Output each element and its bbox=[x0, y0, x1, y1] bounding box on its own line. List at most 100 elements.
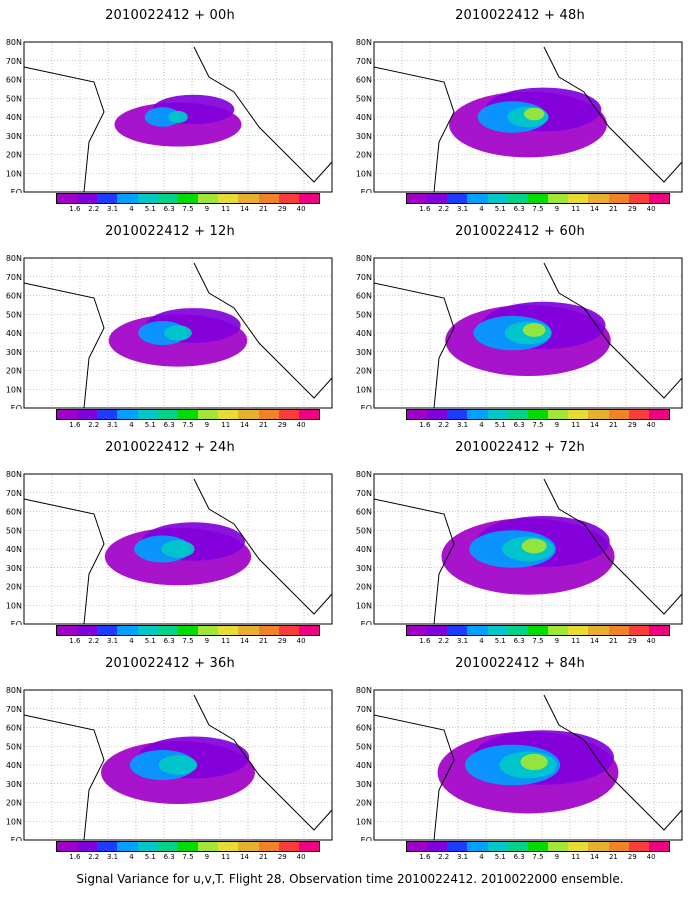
latitude-label: 60N bbox=[6, 292, 22, 301]
variance-map: EQ10N20N30N40N50N60N70N80N80E100E120E140… bbox=[6, 470, 333, 625]
legend-swatch bbox=[97, 626, 118, 635]
map-frame bbox=[23, 473, 333, 625]
legend-swatch bbox=[117, 410, 138, 419]
legend-label: 7.5 bbox=[182, 205, 194, 213]
legend-swatch bbox=[568, 194, 589, 203]
legend-colorbar bbox=[56, 841, 320, 852]
legend-swatch bbox=[157, 842, 178, 851]
latitude-label: EQ bbox=[361, 836, 372, 841]
legend-swatch bbox=[258, 194, 279, 203]
legend-label: 6.3 bbox=[163, 853, 175, 861]
legend-swatch bbox=[278, 194, 299, 203]
legend-swatch bbox=[628, 410, 649, 419]
legend-label: 2.2 bbox=[88, 421, 100, 429]
legend-label: 40 bbox=[646, 421, 656, 429]
legend-swatch bbox=[608, 626, 629, 635]
legend-colorbar bbox=[56, 625, 320, 636]
legend-label: 29 bbox=[627, 205, 637, 213]
legend-label: 9 bbox=[204, 205, 210, 213]
legend-label: 3.1 bbox=[106, 205, 119, 213]
legend-label: 4 bbox=[479, 637, 484, 645]
legend-label: 11 bbox=[571, 205, 581, 213]
legend-label: 7.5 bbox=[532, 205, 544, 213]
legend-swatch bbox=[467, 194, 488, 203]
legend-label: 1.6 bbox=[69, 637, 81, 645]
legend-label: 21 bbox=[608, 205, 618, 213]
legend-label: 5.1 bbox=[144, 421, 156, 429]
legend-swatch bbox=[117, 194, 138, 203]
latitude-label: 40N bbox=[6, 113, 22, 122]
legend-label: 11 bbox=[221, 853, 231, 861]
legend-swatch bbox=[487, 194, 508, 203]
variance-contour bbox=[164, 325, 192, 341]
north-america-coastline bbox=[543, 478, 683, 615]
latitude-label: 30N bbox=[356, 564, 372, 573]
latitude-label: 20N bbox=[356, 583, 372, 592]
legend-label: 21 bbox=[608, 637, 618, 645]
legend-label: 4 bbox=[129, 205, 134, 213]
legend-swatch bbox=[157, 626, 178, 635]
legend-swatch bbox=[238, 626, 259, 635]
legend-label: 29 bbox=[277, 205, 287, 213]
legend-swatch bbox=[77, 410, 98, 419]
legend-swatch bbox=[568, 842, 589, 851]
legend-label: 6.3 bbox=[513, 205, 525, 213]
legend-swatch bbox=[218, 194, 239, 203]
latitude-label: 30N bbox=[356, 780, 372, 789]
latitude-label: 70N bbox=[6, 273, 22, 282]
map-panel-3: 2010022412 + 60h EQ 10N 20N 30N 40N 50N 60N 70N 8… bbox=[350, 216, 690, 431]
legend-label: 3.1 bbox=[456, 853, 469, 861]
latitude-label: 10N bbox=[6, 601, 22, 610]
legend-swatch bbox=[427, 626, 448, 635]
legend-swatch bbox=[278, 410, 299, 419]
legend-swatch bbox=[157, 194, 178, 203]
latitude-label: 30N bbox=[6, 132, 22, 141]
legend-label: 1.6 bbox=[419, 421, 431, 429]
legend-label: 11 bbox=[571, 853, 581, 861]
map-panel-5: 2010022412 + 72h EQ 10N 20N 30N 40N 50N 60N 70N 8… bbox=[350, 432, 690, 647]
legend-label: 11 bbox=[571, 637, 581, 645]
latitude-label: 40N bbox=[6, 761, 22, 770]
legend-swatch bbox=[487, 626, 508, 635]
legend-label: 3.1 bbox=[106, 637, 119, 645]
latitude-label: 80N bbox=[356, 38, 372, 47]
latitude-label: EQ bbox=[361, 188, 372, 193]
legend-swatch bbox=[548, 626, 569, 635]
legend-label: 7.5 bbox=[182, 853, 194, 861]
panel-title: 2010022412 + 72h bbox=[455, 440, 585, 455]
panel-title: 2010022412 + 84h bbox=[455, 656, 585, 671]
latitude-label: 50N bbox=[6, 94, 22, 103]
map-panel-1: 2010022412 + 48h EQ 10N 20N 30N 40N 50N 60N 70N 8… bbox=[350, 0, 690, 215]
color-legend: 1.6 2.2 3.1 4 5.1 6.3 7.5 9 11 14 21 29 40 bbox=[406, 193, 670, 215]
legend-label: 14 bbox=[240, 637, 250, 645]
legend-label: 6.3 bbox=[163, 637, 175, 645]
latitude-label: EQ bbox=[11, 836, 22, 841]
legend-swatch bbox=[608, 842, 629, 851]
legend-swatch bbox=[278, 626, 299, 635]
latitude-label: 70N bbox=[356, 705, 372, 714]
latitude-label: 30N bbox=[356, 132, 372, 141]
color-legend: 1.6 2.2 3.1 4 5.1 6.3 7.5 9 11 14 21 29 40 bbox=[56, 841, 320, 863]
legend-swatch bbox=[648, 842, 670, 851]
latitude-label: 60N bbox=[6, 76, 22, 85]
legend-label: 40 bbox=[296, 205, 306, 213]
legend-label: 1.6 bbox=[69, 853, 81, 861]
legend-label: 11 bbox=[221, 205, 231, 213]
legend-label: 4 bbox=[479, 853, 484, 861]
legend-label: 29 bbox=[277, 853, 287, 861]
legend-label: 9 bbox=[204, 421, 210, 429]
panel-title: 2010022412 + 60h bbox=[455, 224, 585, 239]
legend-swatch bbox=[507, 842, 528, 851]
legend-swatch bbox=[97, 410, 118, 419]
latitude-label: 70N bbox=[6, 489, 22, 498]
legend-colorbar bbox=[406, 625, 670, 636]
legend-swatch bbox=[57, 842, 78, 851]
legend-swatch bbox=[177, 842, 199, 851]
latitude-label: EQ bbox=[361, 404, 372, 409]
legend-swatch bbox=[467, 410, 488, 419]
legend-colorbar bbox=[406, 841, 670, 852]
legend-swatch bbox=[527, 410, 549, 419]
latitude-label: 70N bbox=[356, 489, 372, 498]
legend-swatch bbox=[507, 626, 528, 635]
legend-swatch bbox=[117, 842, 138, 851]
